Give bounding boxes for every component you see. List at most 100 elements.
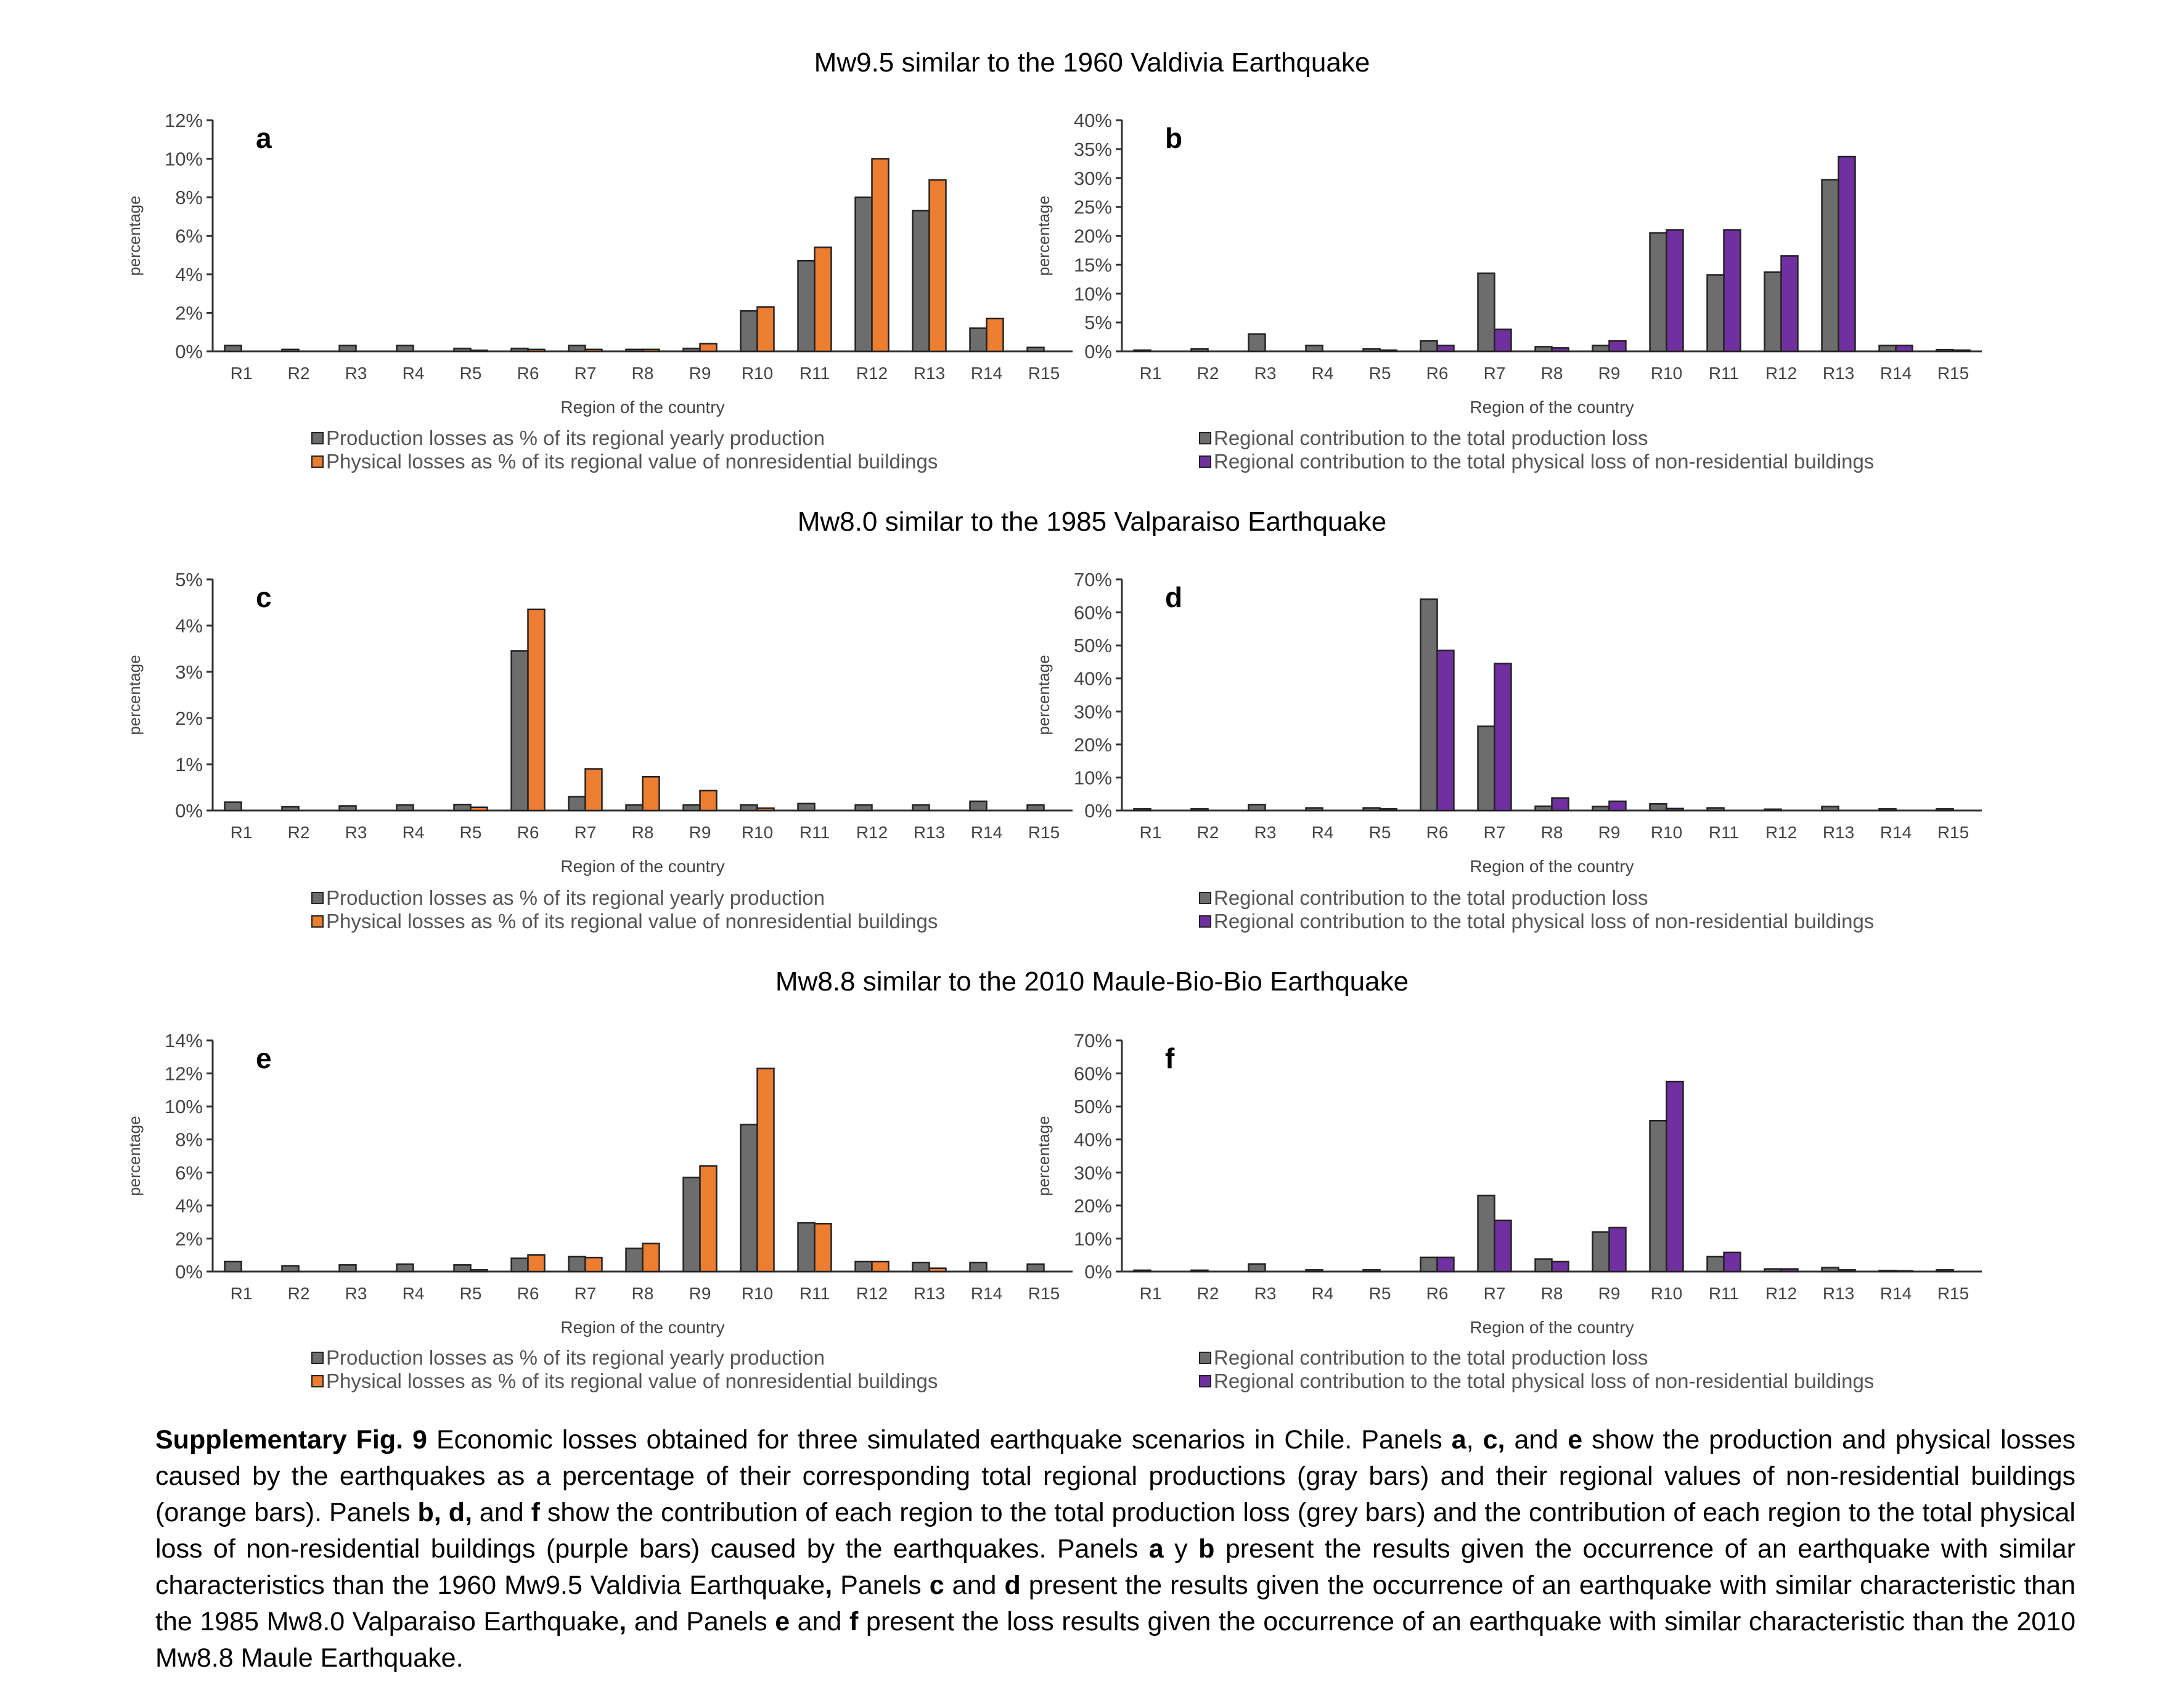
bar-production-R5 (1362, 348, 1381, 353)
bar-physical-contribution-R6 (1436, 1256, 1455, 1273)
bar-physical-contribution-R10 (1666, 807, 1684, 812)
x-tick-label: R15 (1028, 364, 1060, 383)
bar-production-R3 (338, 1264, 357, 1273)
x-tick-label: R6 (1426, 823, 1449, 842)
x-tick-label: R2 (1197, 364, 1219, 383)
bar-physical-contribution-R7 (1494, 663, 1512, 812)
bar-production-R9 (682, 804, 701, 812)
bar-production-R10 (740, 310, 758, 353)
caption-text: present the loss results given the occur… (155, 1607, 2076, 1673)
y-tick-label: 10% (165, 149, 203, 170)
bar-physical-R6 (527, 348, 546, 353)
bar-physical-contribution-R11 (1723, 229, 1741, 353)
caption-bold: d (1004, 1570, 1021, 1600)
bar-production-R14 (1878, 1270, 1897, 1273)
bar-production-R8 (1534, 1258, 1553, 1273)
legend-swatch-gray (311, 892, 324, 904)
y-tick-label: 5% (175, 569, 203, 590)
bar-physical-R5 (470, 349, 488, 353)
bar-production-R6 (1420, 598, 1438, 812)
x-tick-label: R12 (856, 364, 888, 383)
y-tick-label: 15% (1074, 254, 1112, 276)
bar-production-R4 (1305, 1269, 1323, 1273)
x-tick-label: R15 (1028, 1284, 1060, 1303)
bar-production-R6 (1420, 1256, 1438, 1273)
caption-text: , (1466, 1425, 1483, 1455)
x-tick-label: R2 (288, 823, 310, 842)
bar-physical-R6 (527, 608, 546, 812)
x-tick-label: R11 (1709, 1284, 1739, 1303)
y-tick-label: 30% (1074, 1162, 1112, 1183)
bar-physical-contribution-R15 (1952, 349, 1971, 353)
legend-item-physical: Regional contribution to the total physi… (1199, 450, 1874, 473)
bar-physical-R8 (642, 1243, 660, 1273)
legend-swatch-orange (311, 915, 324, 928)
x-tick-label: R7 (1484, 823, 1506, 842)
x-tick-label: R3 (1254, 1284, 1277, 1303)
legend-item-physical: Physical losses as % of its regional val… (311, 1370, 938, 1393)
x-tick-label: R8 (1541, 364, 1563, 383)
bar-production-R12 (854, 804, 873, 812)
caption-text: present the results given the occurrence… (155, 1570, 2076, 1636)
caption-text (441, 1498, 449, 1527)
bar-physical-contribution-R8 (1551, 797, 1569, 812)
bar-production-R14 (969, 800, 988, 812)
caption-bold: a (1451, 1425, 1466, 1455)
bar-production-R8 (625, 804, 644, 812)
x-tick-label: R7 (1484, 1284, 1506, 1303)
bar-physical-R10 (756, 1068, 775, 1273)
row-title-3: Mw8.8 similar to the 2010 Maule-Bio-Bio … (775, 966, 1409, 997)
caption-bold: , (825, 1570, 833, 1600)
x-tick-label: R6 (517, 364, 539, 383)
bar-production-R15 (1936, 808, 1954, 812)
bar-production-R14 (1878, 808, 1897, 812)
bar-production-R2 (281, 806, 300, 812)
y-tick-label: 4% (175, 264, 203, 285)
x-tick-label: R10 (1651, 364, 1682, 383)
y-tick-label: 8% (175, 187, 203, 208)
legend-c: Production losses as % of its regional y… (311, 886, 938, 933)
bar-production-R2 (1190, 348, 1209, 353)
bar-physical-R5 (470, 1269, 488, 1273)
bar-production-R11 (1706, 807, 1725, 812)
bar-physical-contribution-R5 (1379, 349, 1397, 353)
x-tick-label: R6 (1426, 1284, 1449, 1303)
y-tick-label: 20% (1074, 226, 1112, 247)
x-axis-title: Region of the country (1470, 398, 1634, 417)
y-tick-label: 40% (1074, 110, 1112, 131)
y-tick-label: 6% (175, 226, 203, 247)
bar-production-R13 (1821, 806, 1839, 812)
bar-production-R12 (854, 1260, 873, 1273)
x-tick-label: R2 (1197, 823, 1219, 842)
bar-production-R1 (224, 345, 242, 353)
x-tick-label: R8 (632, 1284, 654, 1303)
legend-b: Regional contribution to the total produ… (1199, 427, 1874, 473)
bar-production-R10 (740, 1124, 758, 1273)
bar-production-R12 (1764, 808, 1782, 812)
legend-item-production: Production losses as % of its regional y… (311, 427, 938, 450)
legend-label: Physical losses as % of its regional val… (326, 450, 938, 473)
x-tick-label: R7 (575, 1284, 597, 1303)
x-tick-label: R13 (914, 1284, 945, 1303)
bar-physical-contribution-R6 (1436, 345, 1455, 353)
legend-swatch-purple (1199, 1375, 1211, 1387)
y-tick-label: 20% (1074, 1195, 1112, 1217)
bar-production-R2 (281, 1265, 300, 1273)
bar-physical-R13 (928, 1267, 947, 1273)
bar-production-R5 (1362, 1269, 1381, 1273)
caption-text: Panels (832, 1570, 930, 1600)
bar-production-R1 (1133, 349, 1151, 353)
x-tick-label: R9 (1598, 364, 1621, 383)
y-tick-label: 10% (1074, 283, 1112, 304)
y-tick-label: 8% (175, 1129, 203, 1151)
bar-production-R4 (396, 345, 414, 353)
x-tick-label: R2 (1197, 1284, 1219, 1303)
bar-production-R1 (224, 801, 242, 812)
caption-bold: f (849, 1607, 859, 1636)
bar-production-R13 (912, 804, 930, 812)
bar-production-R5 (453, 348, 472, 353)
y-tick-label: 70% (1074, 1030, 1112, 1052)
legend-item-production: Regional contribution to the total produ… (1199, 886, 1874, 910)
x-tick-label: R14 (971, 1284, 1002, 1303)
bar-physical-contribution-R13 (1838, 1269, 1856, 1273)
